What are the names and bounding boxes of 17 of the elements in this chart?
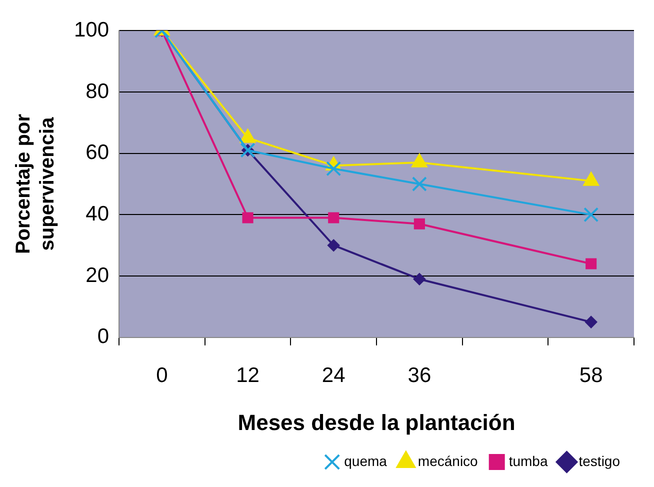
legend-label: tumba <box>508 452 548 469</box>
x-tick-label: 12 <box>236 364 260 387</box>
y-tick-label: 20 <box>86 264 110 287</box>
x-tick-label: 36 <box>408 364 432 387</box>
y-tick-label: 40 <box>86 202 110 226</box>
y-tick-label: 0 <box>97 325 110 348</box>
x-tick-label: 0 <box>156 364 168 387</box>
y-tick-label: 60 <box>86 141 110 164</box>
y-tick-label: 80 <box>86 80 110 103</box>
legend-label: mecánico <box>418 452 478 469</box>
x-tick-label: 58 <box>579 364 603 387</box>
legend-label: quema <box>344 452 388 469</box>
y-tick-label: 100 <box>74 18 110 42</box>
legend-label: testigo <box>578 452 620 469</box>
x-axis-title: Meses desde la plantación <box>238 410 516 435</box>
x-tick-label: 24 <box>322 364 346 387</box>
y-axis-title: Porcentaje por supervivencia <box>12 114 59 254</box>
